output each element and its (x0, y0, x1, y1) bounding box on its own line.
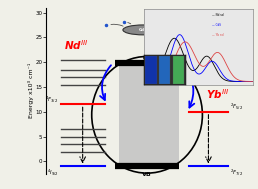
Bar (145, 56, 157, 84)
Y-axis label: Energy x10³ cm⁻¹: Energy x10³ cm⁻¹ (28, 63, 34, 118)
Text: CB: CB (142, 56, 152, 61)
Bar (159, 56, 171, 84)
Circle shape (123, 25, 163, 35)
Text: VB: VB (142, 172, 152, 177)
Text: $^4I_{9/2}$: $^4I_{9/2}$ (47, 168, 59, 177)
Text: Yb$^{III}$: Yb$^{III}$ (206, 88, 229, 101)
Bar (119, 63, 179, 167)
Text: — Yb sol: — Yb sol (212, 33, 223, 37)
Text: — CdS: — CdS (212, 23, 221, 27)
Text: CdS: CdS (139, 28, 148, 32)
Text: $^4F_{3/2}$: $^4F_{3/2}$ (45, 94, 59, 104)
Bar (173, 56, 184, 84)
Text: $^2F_{5/2}$: $^2F_{5/2}$ (230, 101, 243, 111)
Text: — Nd sol: — Nd sol (212, 13, 224, 17)
Text: Nd$^{III}$: Nd$^{III}$ (64, 38, 89, 52)
Text: $^2F_{7/2}$: $^2F_{7/2}$ (230, 168, 243, 177)
